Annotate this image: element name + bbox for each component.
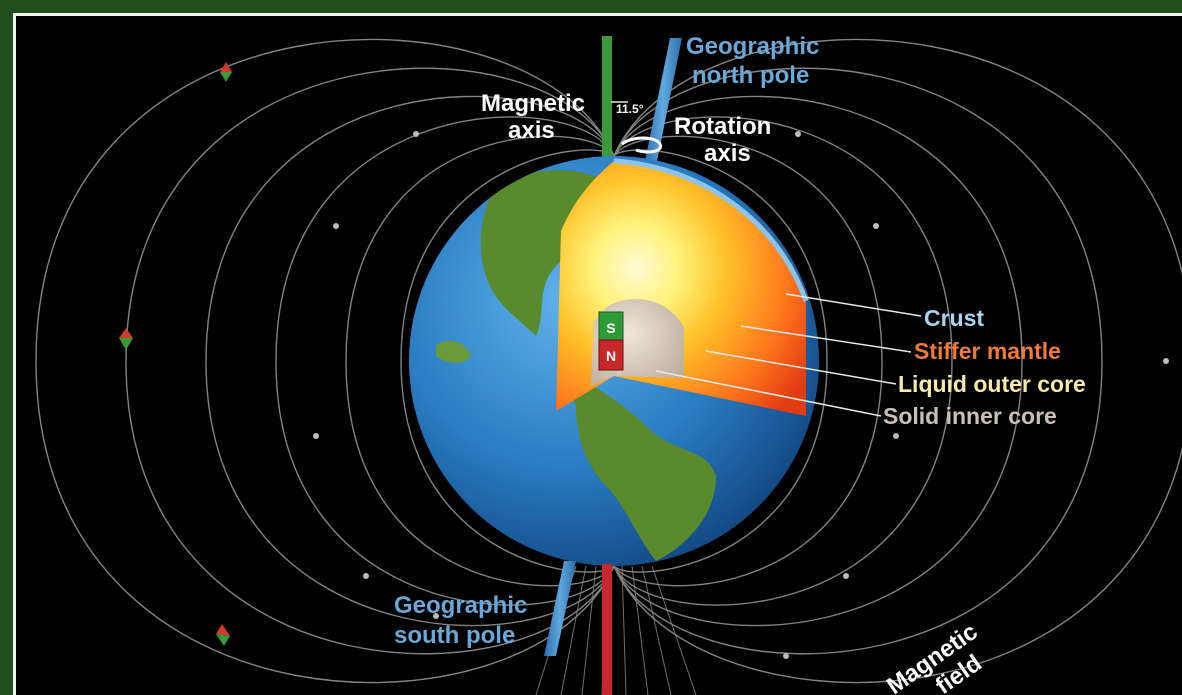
magnet-south-label: S: [606, 320, 615, 336]
rotation-axis-label-line1: Rotation: [674, 113, 771, 140]
geographic-south-label-line1: Geographic: [394, 592, 527, 619]
rotation-axis-top: [644, 38, 682, 166]
compass-needles: [119, 62, 232, 646]
magnetic-axis-bottom: [602, 564, 612, 695]
field-direction-markers: [313, 131, 1169, 659]
geographic-south-label-line2: south pole: [394, 622, 515, 649]
magnet-north-label: N: [606, 348, 616, 364]
geographic-north-label-line2: north pole: [692, 62, 809, 89]
geographic-north-label-line1: Geographic: [686, 33, 819, 60]
solid-inner-core-label: Solid inner core: [883, 403, 1057, 429]
magnetic-axis-top: [602, 36, 612, 166]
rotation-axis-bottom: [544, 561, 576, 656]
axis-angle-label: 11.5°: [616, 102, 644, 116]
earth-magnetic-field-diagram: S N Geographic north pole Magnetic axis …: [35, 33, 1182, 695]
stiffer-mantle-label: Stiffer mantle: [914, 338, 1061, 364]
magnetic-axis-label-line1: Magnetic: [481, 90, 585, 117]
diagram-canvas: S N Geographic north pole Magnetic axis …: [13, 13, 1182, 695]
magnetic-axis-label-line2: axis: [508, 117, 555, 144]
liquid-outer-core-label: Liquid outer core: [898, 371, 1086, 397]
bar-magnet: S N: [598, 311, 624, 371]
crust-label: Crust: [924, 305, 984, 331]
crust-rim: [613, 158, 809, 302]
magnetic-field-lines: [35, 38, 1182, 684]
leader-lines: [611, 101, 922, 417]
rotation-arrow-icon: [621, 136, 663, 154]
rotation-axis-label-line2: axis: [704, 140, 751, 167]
